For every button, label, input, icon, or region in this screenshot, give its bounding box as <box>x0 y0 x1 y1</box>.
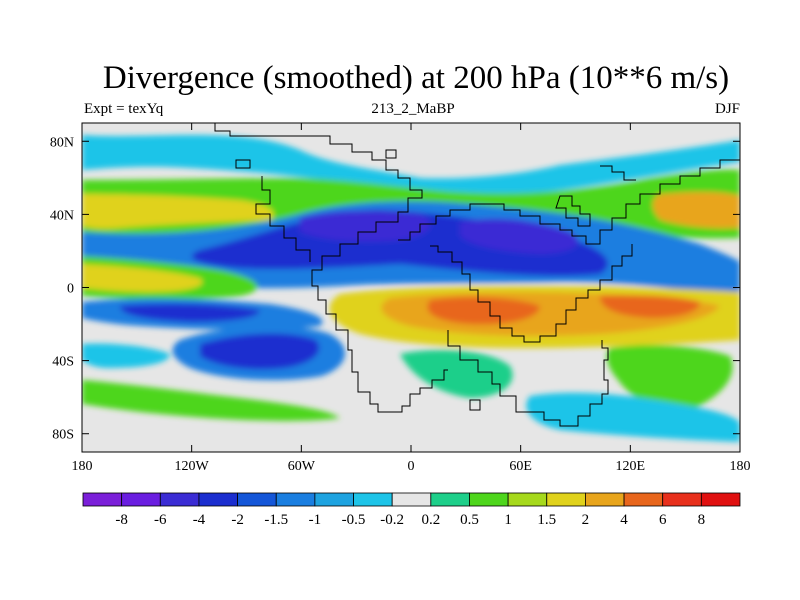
colorbar-label: -0.2 <box>380 512 404 528</box>
colorbar-swatch <box>159 492 200 507</box>
x-axis: 180 120W 60W 0 60E 120E 180 <box>72 123 751 474</box>
colorbar-swatch <box>546 492 586 507</box>
colorbar-label: 8 <box>698 512 706 528</box>
colorbar-label: -4 <box>193 512 206 528</box>
colorbar-swatch <box>391 492 432 507</box>
experiment-label: Expt = texYq <box>84 101 164 117</box>
colorbar-swatch <box>353 492 393 507</box>
colorbar-swatch <box>469 492 509 507</box>
colorbar-swatch <box>430 492 470 507</box>
colorbar-label: 0.5 <box>460 512 479 528</box>
colorbar-swatch <box>198 492 238 507</box>
field-contours <box>82 135 740 442</box>
chart-title: Divergence (smoothed) at 200 hPa (10**6 … <box>102 60 730 96</box>
y-axis: 80N 40N 0 40S 80S <box>50 135 740 443</box>
y-tick-label: 80S <box>52 428 74 443</box>
x-tick-label: 120W <box>175 459 210 474</box>
colorbar-swatch <box>314 492 354 507</box>
colorbar-swatch <box>275 492 316 507</box>
y-tick-label: 40N <box>50 208 74 223</box>
colorbar-swatch <box>662 492 702 507</box>
colorbar: -8 -6 -4 -2 -1.5 -1 -0.5 -0.2 0.2 0.5 1 1.5 2 4 6 8 <box>82 492 741 528</box>
x-tick-label: 180 <box>72 459 93 474</box>
colorbar-swatch <box>121 492 161 507</box>
colorbar-label: 1.5 <box>537 512 556 528</box>
x-tick-label: 60E <box>509 459 532 474</box>
run-label: 213_2_MaBP <box>371 101 455 117</box>
colorbar-swatch <box>507 492 548 507</box>
colorbar-label: -1 <box>309 512 322 528</box>
colorbar-label: -1.5 <box>264 512 288 528</box>
colorbar-label: -6 <box>154 512 167 528</box>
x-tick-label: 0 <box>408 459 415 474</box>
colorbar-label: -2 <box>231 512 244 528</box>
y-tick-label: 80N <box>50 135 74 150</box>
colorbar-label: 6 <box>659 512 667 528</box>
colorbar-swatch <box>700 492 741 507</box>
y-tick-label: 0 <box>67 282 74 297</box>
colorbar-swatch <box>623 492 664 507</box>
colorbar-swatch <box>82 492 123 507</box>
colorbar-swatch <box>237 492 277 507</box>
colorbar-label: 0.2 <box>421 512 440 528</box>
season-label: DJF <box>714 101 740 117</box>
colorbar-label: 1 <box>504 512 512 528</box>
coastline <box>214 123 740 427</box>
colorbar-label: 2 <box>582 512 590 528</box>
x-tick-label: 120E <box>616 459 646 474</box>
colorbar-label: 4 <box>620 512 628 528</box>
colorbar-swatch <box>585 492 625 507</box>
colorbar-label: -0.5 <box>342 512 366 528</box>
x-tick-label: 60W <box>288 459 316 474</box>
colorbar-label: -8 <box>115 512 128 528</box>
x-tick-label: 180 <box>730 459 751 474</box>
y-tick-label: 40S <box>52 355 74 370</box>
